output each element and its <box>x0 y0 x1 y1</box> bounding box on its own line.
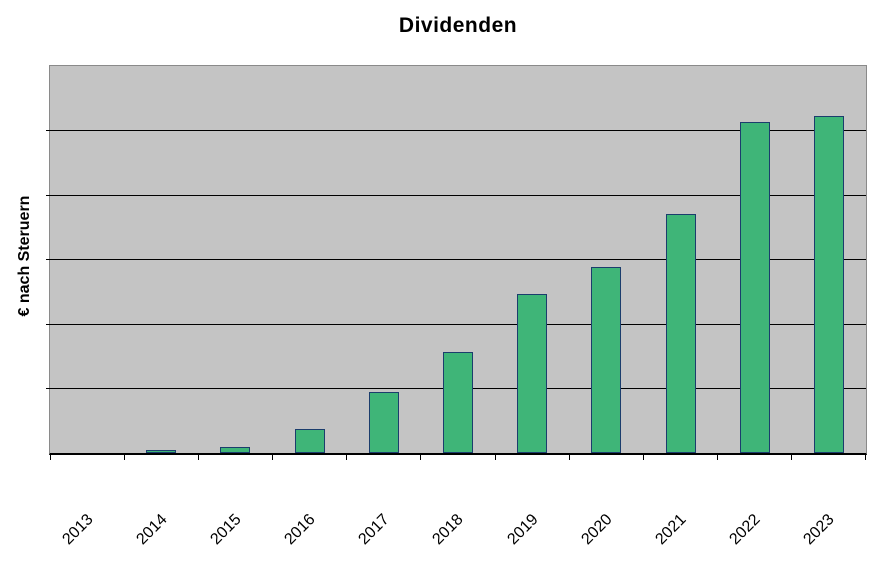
bar-2022 <box>739 122 770 453</box>
x-axis-label-2018: 2018 <box>429 511 468 549</box>
x-axis-tick <box>123 455 125 460</box>
x-axis-tick <box>791 455 793 460</box>
x-axis-tick <box>568 455 570 460</box>
bar-2015 <box>220 446 251 453</box>
chart-title: Dividenden <box>398 14 518 37</box>
x-axis-label-2022: 2022 <box>726 511 764 549</box>
bar-2017 <box>368 392 399 453</box>
x-axis-tick <box>717 455 719 460</box>
horizontal-gridline <box>46 130 866 131</box>
x-axis-tick <box>346 455 348 460</box>
x-axis-label-2013: 2013 <box>58 511 97 549</box>
x-axis-label-2015: 2015 <box>207 511 245 549</box>
bar-2020 <box>591 266 622 453</box>
x-axis-label-2019: 2019 <box>504 511 542 549</box>
x-axis-tick <box>642 455 644 460</box>
x-axis-tick <box>272 455 274 460</box>
x-axis-label-2020: 2020 <box>578 511 616 549</box>
x-axis-label-2017: 2017 <box>355 511 393 549</box>
x-axis-tick <box>865 455 866 460</box>
x-axis-labels-row: 2013 2014 2015 2016 2017 2018 2019 2020 2021 2022… <box>50 511 866 565</box>
bar-2021 <box>665 214 696 453</box>
bar-2023 <box>813 116 844 453</box>
x-axis-tick <box>50 455 51 460</box>
horizontal-gridline <box>46 194 866 196</box>
bar-2016 <box>294 429 325 453</box>
x-axis-label-2014: 2014 <box>133 511 171 549</box>
x-axis-tick <box>494 455 496 460</box>
horizontal-gridline <box>46 259 866 260</box>
bar-2014 <box>146 450 177 453</box>
x-axis-label-2023: 2023 <box>800 511 838 549</box>
bar-2018 <box>443 352 473 453</box>
horizontal-gridline <box>46 323 866 325</box>
x-axis-label-2021: 2021 <box>652 511 690 549</box>
y-axis-label: € nach Steruern <box>16 195 33 317</box>
bar-2019 <box>517 294 548 453</box>
x-axis-label-2016: 2016 <box>281 511 319 549</box>
x-axis-tick <box>420 455 422 460</box>
x-axis-tick <box>197 455 199 460</box>
plot-area <box>46 65 867 460</box>
